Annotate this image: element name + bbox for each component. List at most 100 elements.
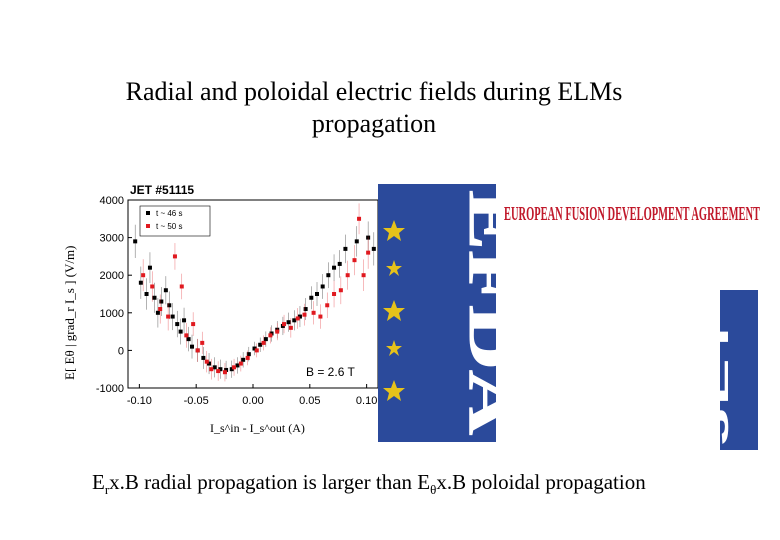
chart-legend: t ~ 46 s t ~ 50 s [139, 205, 211, 237]
data-point-50s [216, 369, 221, 374]
data-point-46s [309, 295, 314, 300]
data-point-50s [222, 370, 227, 375]
data-point-46s [182, 318, 187, 323]
data-point-50s [191, 322, 196, 327]
data-point-46s [229, 367, 234, 372]
data-point-46s [303, 307, 308, 312]
data-point-46s [337, 261, 342, 266]
data-point-46s [152, 295, 157, 300]
y-tick-label: 4000 [100, 195, 124, 207]
x-tick-label: -0.05 [184, 395, 209, 407]
data-point-50s [282, 322, 287, 327]
x-tick-label: 0.10 [356, 395, 377, 407]
jet-logo-background [720, 290, 758, 450]
data-point-46s [218, 367, 223, 372]
data-point-46s [241, 357, 246, 362]
data-point-46s [201, 355, 206, 360]
x-tick-label: 0.05 [299, 395, 320, 407]
y-tick-label: 0 [118, 345, 124, 357]
data-point-50s [318, 314, 323, 319]
data-point-50s [357, 216, 362, 221]
caption-part3: x.B poloidal propagation [436, 470, 646, 494]
data-point-50s [209, 367, 214, 372]
data-point-46s [332, 265, 337, 270]
caption-part2: x.B radial propagation is larger than E [109, 470, 431, 494]
data-point-46s [186, 337, 191, 342]
efda-banner: EUROPEAN FUSION DEVELOPMENT AGREEMENT [504, 203, 760, 225]
slide-title: Radial and poloidal electric fields duri… [0, 76, 748, 140]
data-point-50s [325, 303, 330, 308]
data-point-46s [320, 284, 325, 289]
data-point-46s [297, 314, 302, 319]
legend-marker-red [146, 224, 150, 228]
y-tick-label: -1000 [96, 383, 124, 395]
data-point-50s [268, 333, 273, 338]
legend-label-1: t ~ 46 s [156, 209, 182, 218]
data-point-46s [163, 288, 168, 293]
data-point-50s [311, 310, 316, 315]
data-point-46s [144, 292, 149, 296]
caption-sub2: θ [430, 482, 437, 498]
data-point-46s [315, 292, 319, 296]
slide-title-line2: propagation [311, 109, 437, 138]
y-tick-label: 1000 [100, 308, 124, 320]
data-point-50s [245, 355, 250, 360]
slide-caption: Erx.B radial propagation is larger than … [92, 470, 646, 498]
caption-sub1: r [104, 482, 110, 498]
data-point-46s [147, 265, 152, 270]
data-point-50s [332, 292, 337, 296]
data-point-46s [178, 329, 183, 334]
jet-logo: JET [720, 290, 758, 450]
data-point-46s [159, 299, 164, 304]
data-point-50s [232, 365, 237, 370]
data-point-46s [167, 303, 172, 308]
data-point-46s [246, 352, 251, 357]
efda-stars [383, 220, 405, 401]
data-point-46s [170, 314, 175, 319]
data-point-50s [261, 340, 266, 345]
efda-logo: EFDA [378, 180, 500, 442]
data-point-46s [371, 246, 376, 251]
data-point-46s [133, 239, 138, 244]
y-tick-label: 2000 [100, 270, 124, 282]
data-point-46s [258, 342, 263, 347]
data-point-46s [343, 246, 348, 251]
data-point-46s [263, 337, 268, 342]
field-annotation: B = 2.6 T [306, 365, 355, 379]
data-point-50s [338, 288, 343, 293]
efda-banner-text: EUROPEAN FUSION DEVELOPMENT AGREEMENT [504, 203, 760, 225]
data-point-46s [138, 280, 143, 285]
legend-label-2: t ~ 50 s [156, 222, 182, 231]
data-point-50s [302, 312, 307, 317]
data-point-50s [295, 316, 300, 321]
data-point-46s [286, 320, 291, 325]
jet-letters: JET [720, 315, 735, 445]
caption-part1: E [92, 470, 105, 494]
data-point-46s [190, 344, 194, 349]
x-tick-label: 0.00 [242, 395, 263, 407]
data-point-46s [292, 318, 297, 323]
y-tick-label: 3000 [100, 233, 124, 245]
data-point-46s [175, 322, 180, 327]
data-point-50s [238, 361, 243, 366]
y-axis: -1000 0 1000 2000 3000 4000 [96, 195, 132, 395]
data-point-50s [204, 359, 209, 364]
data-point-50s [366, 250, 371, 255]
efda-letters: EFDA [456, 190, 500, 435]
data-point-50s [288, 325, 293, 330]
data-point-46s [207, 361, 212, 366]
data-point-50s [352, 258, 357, 263]
data-point-50s [345, 273, 350, 278]
slide-title-line1: Radial and poloidal electric fields duri… [125, 77, 623, 106]
chart-title: JET #51115 [130, 183, 194, 197]
data-point-46s [354, 239, 359, 244]
data-point-50s [172, 254, 177, 259]
field-annotation-text: B = 2.6 T [306, 365, 355, 379]
data-point-50s [141, 273, 146, 278]
data-point-50s [254, 348, 259, 353]
x-axis-label: I_s^in - I_s^out (A) [210, 421, 305, 435]
data-point-50s [275, 329, 280, 334]
data-point-50s [158, 307, 163, 312]
data-point-46s [212, 365, 217, 370]
